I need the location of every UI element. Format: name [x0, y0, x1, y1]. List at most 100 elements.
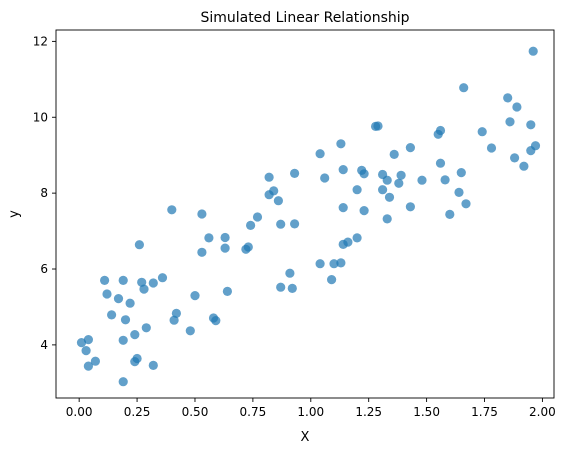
- data-point-78: [405, 143, 415, 153]
- data-point-22: [148, 278, 158, 288]
- data-point-45: [273, 196, 283, 206]
- y-tick-label: 10: [33, 110, 48, 124]
- data-point-21: [141, 323, 151, 333]
- data-point-77: [396, 170, 406, 180]
- x-tick-label: 0.00: [66, 405, 93, 419]
- data-point-47: [276, 219, 286, 229]
- data-point-39: [243, 242, 253, 252]
- data-point-80: [417, 175, 427, 185]
- x-tick-label: 1.00: [297, 405, 324, 419]
- data-point-32: [204, 233, 214, 243]
- data-point-62: [343, 237, 353, 247]
- data-point-100: [530, 141, 541, 151]
- data-point-40: [246, 220, 256, 230]
- data-point-4: [83, 361, 93, 371]
- data-point-63: [352, 233, 362, 243]
- data-point-13: [125, 298, 135, 308]
- data-point-34: [211, 316, 221, 326]
- data-point-35: [220, 243, 230, 253]
- data-point-6: [100, 275, 110, 285]
- x-tick-label: 0.75: [240, 405, 267, 419]
- x-tick-label: 1.25: [355, 405, 382, 419]
- data-point-15: [130, 330, 140, 340]
- data-point-92: [503, 93, 513, 103]
- data-point-59: [338, 165, 348, 175]
- data-point-54: [320, 173, 330, 183]
- data-point-89: [461, 199, 471, 209]
- data-point-56: [329, 259, 339, 269]
- data-point-10: [118, 275, 128, 285]
- data-point-75: [389, 149, 399, 159]
- data-point-64: [352, 185, 362, 195]
- data-point-48: [285, 268, 295, 278]
- data-point-12: [120, 315, 131, 325]
- data-point-87: [456, 168, 466, 178]
- data-point-52: [315, 149, 325, 159]
- data-point-57: [336, 258, 346, 268]
- data-point-1: [76, 338, 87, 348]
- data-point-76: [394, 178, 404, 188]
- data-point-86: [454, 187, 464, 197]
- data-point-11: [118, 335, 128, 345]
- data-point-23: [148, 360, 158, 370]
- data-point-82: [435, 125, 446, 136]
- data-point-55: [327, 275, 337, 285]
- data-point-71: [378, 185, 388, 195]
- y-tick-label: 6: [40, 262, 48, 276]
- data-point-69: [373, 121, 383, 131]
- x-tick-label: 2.00: [529, 405, 556, 419]
- x-tick-label: 1.75: [471, 405, 498, 419]
- data-point-95: [512, 102, 522, 112]
- data-point-27: [171, 308, 181, 318]
- data-point-17: [132, 353, 142, 364]
- data-point-44: [269, 186, 279, 196]
- data-points: [76, 46, 541, 387]
- data-point-60: [338, 203, 348, 213]
- data-point-25: [167, 205, 177, 215]
- data-point-72: [382, 175, 392, 185]
- data-point-24: [157, 273, 168, 283]
- data-point-93: [505, 117, 515, 127]
- data-point-5: [90, 356, 100, 366]
- data-point-66: [359, 169, 369, 179]
- data-point-18: [134, 240, 144, 250]
- data-point-46: [276, 282, 286, 292]
- data-point-43: [264, 172, 274, 182]
- data-point-7: [102, 289, 112, 299]
- x-tick-label: 0.25: [124, 405, 151, 419]
- data-point-74: [384, 192, 395, 202]
- data-point-85: [445, 209, 455, 219]
- data-point-94: [509, 153, 520, 163]
- data-point-53: [315, 259, 325, 269]
- data-point-83: [435, 158, 446, 168]
- data-point-3: [83, 335, 93, 345]
- data-point-99: [528, 46, 538, 56]
- data-point-14: [118, 377, 128, 387]
- data-point-37: [222, 286, 232, 296]
- y-tick-label: 4: [40, 338, 48, 352]
- x-tick-label: 1.50: [413, 405, 440, 419]
- data-point-79: [405, 202, 415, 212]
- data-point-98: [526, 120, 536, 130]
- data-point-91: [486, 143, 497, 153]
- data-point-84: [440, 175, 450, 185]
- data-point-96: [519, 161, 529, 171]
- x-axis-label: X: [301, 430, 310, 445]
- data-point-2: [81, 346, 91, 356]
- data-point-51: [290, 219, 300, 229]
- data-point-58: [336, 139, 346, 149]
- data-point-20: [139, 284, 149, 294]
- plot-frame: [55, 29, 555, 399]
- data-point-49: [287, 283, 297, 293]
- data-point-67: [359, 206, 369, 216]
- chart-title: Simulated Linear Relationship: [200, 10, 409, 26]
- data-point-28: [185, 326, 195, 336]
- y-axis-ticks: 4 6 8 10 12: [33, 34, 56, 352]
- y-tick-label: 8: [40, 186, 48, 200]
- data-point-30: [197, 209, 207, 219]
- x-axis-ticks: 0.00 0.25 0.50 0.75 1.00 1.25 1.50 1.75 2.00: [66, 398, 556, 419]
- x-tick-label: 0.50: [182, 405, 209, 419]
- data-point-29: [190, 291, 200, 301]
